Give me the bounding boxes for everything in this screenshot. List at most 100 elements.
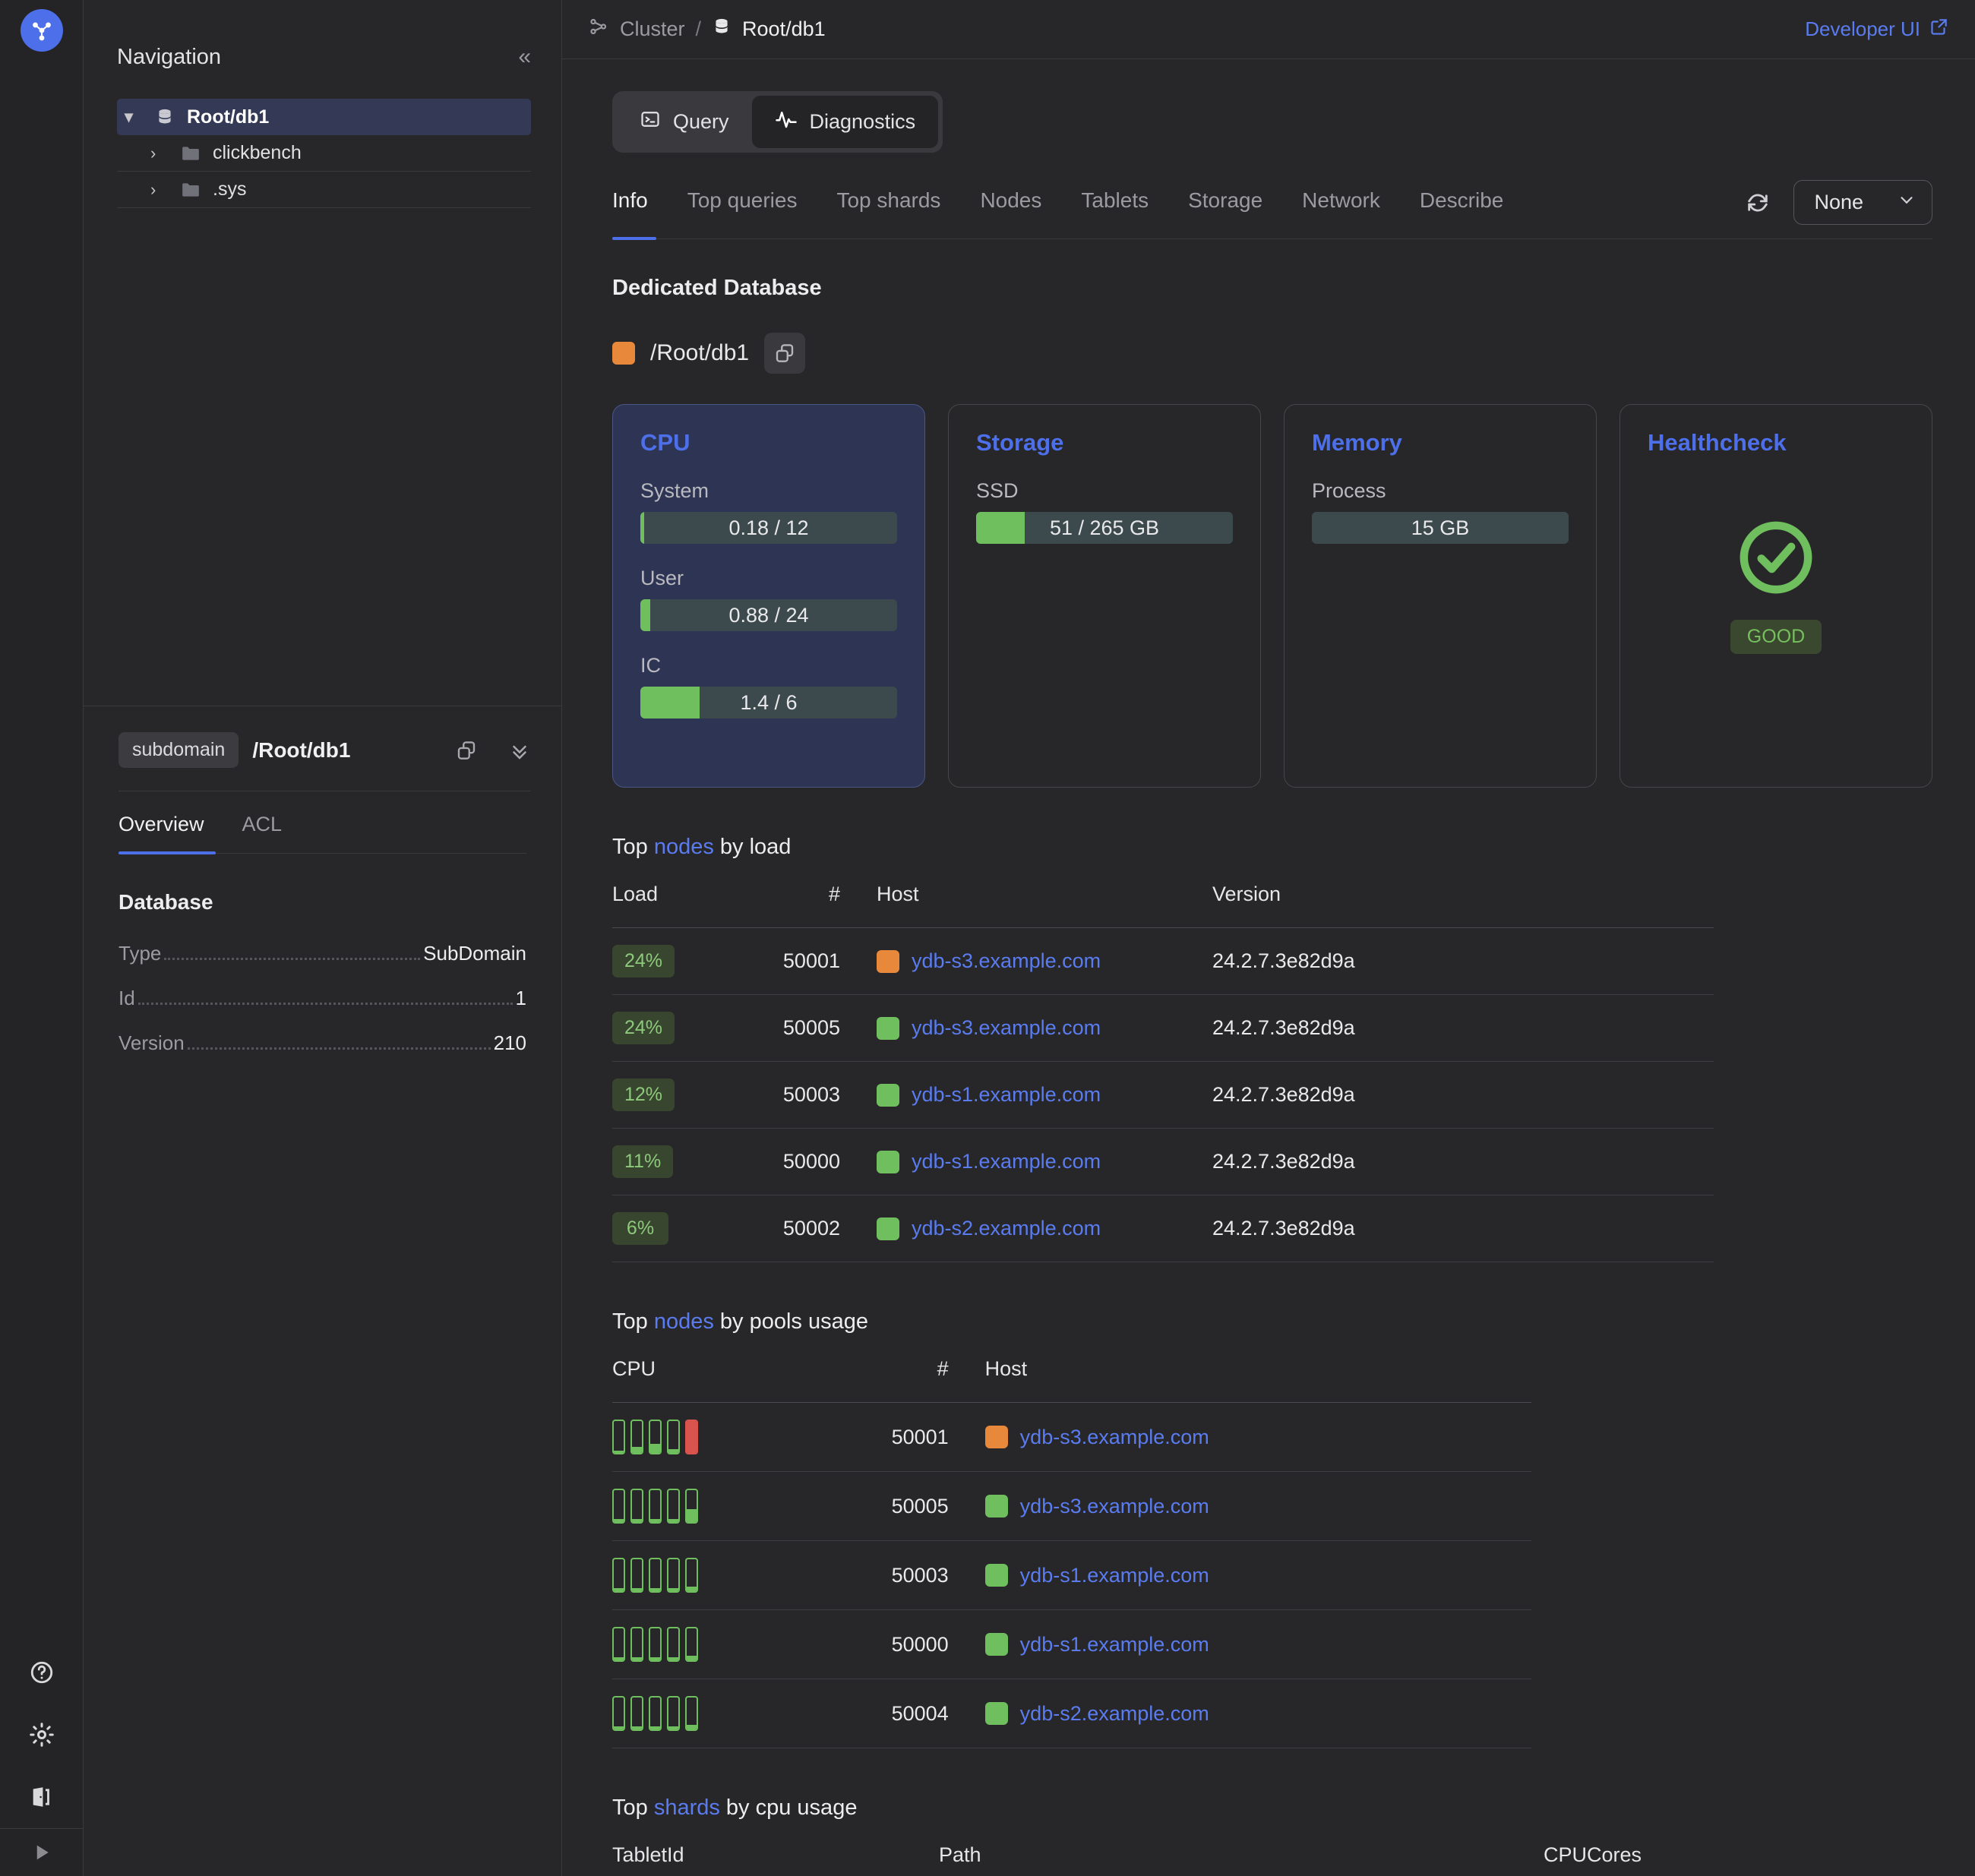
cell-version: 24.2.7.3e82d9a [1212,927,1714,995]
host-link[interactable]: ydb-s3.example.com [1019,1425,1209,1448]
col-host[interactable]: Host [840,883,1212,928]
breadcrumb-current[interactable]: Root/db1 [742,17,826,40]
title-post: by load [713,835,792,859]
metric-bar-system: 0.18 / 12 [640,512,897,544]
tree-item-clickbench[interactable]: › clickbench [117,135,531,172]
mode-query[interactable]: Query [617,96,752,148]
status-square-icon [984,1495,1008,1518]
shards-by-cpu-title: Top shards by cpu usage [612,1795,1932,1821]
host-link[interactable]: ydb-s2.example.com [912,1217,1101,1240]
nodes-link[interactable]: nodes [653,1309,714,1334]
col-host[interactable]: Host [948,1357,1531,1403]
tab-top-shards[interactable]: Top shards [836,188,941,212]
host-link[interactable]: ydb-s3.example.com [912,949,1101,972]
tab-top-queries[interactable]: Top queries [687,188,798,212]
cell-version: 24.2.7.3e82d9a [1212,1061,1714,1129]
mode-diagnostics[interactable]: Diagnostics [751,96,939,148]
col-number[interactable]: # [757,883,840,928]
host-link[interactable]: ydb-s3.example.com [912,1016,1101,1039]
chevron-down-icon[interactable]: ▾ [125,107,134,126]
table-row[interactable]: 12% 50003 ydb-s1.example.com 24.2.7.3e82… [612,1061,1714,1129]
table-row[interactable]: 50005 ydb-s3.example.com [612,1471,1531,1541]
host-link[interactable]: ydb-s3.example.com [1019,1494,1209,1518]
logout-icon[interactable] [0,1766,83,1828]
nodes-link[interactable]: nodes [653,835,714,859]
sidebar: Navigation « ▾ Root/db1 › [84,0,562,1876]
cell-host: ydb-s1.example.com [840,1061,1212,1129]
leader-dots [137,1003,513,1005]
tab-describe[interactable]: Describe [1419,188,1504,212]
table-row[interactable]: 50003 ydb-s1.example.com [612,1540,1531,1610]
table-row[interactable]: 50004 ydb-s2.example.com [612,1679,1531,1748]
chevron-right-icon[interactable]: › [150,143,156,163]
metric-label: IC [640,654,661,677]
host-link[interactable]: ydb-s1.example.com [1019,1632,1209,1656]
tree-item-root-db1[interactable]: ▾ Root/db1 [117,99,531,135]
tab-overview[interactable]: Overview [118,813,204,835]
status-square-icon [984,1564,1008,1587]
status-badge: GOOD [1730,620,1822,654]
tab-storage[interactable]: Storage [1188,188,1263,212]
status-square-icon [877,1217,899,1240]
metric-bar-fill [640,687,700,719]
host-link[interactable]: ydb-s1.example.com [912,1083,1101,1106]
autorefresh-select[interactable]: None [1793,180,1932,225]
subdomain-panel: subdomain /Root/db1 [84,706,561,791]
tab-tablets[interactable]: Tablets [1081,188,1149,212]
col-path[interactable]: Path [939,1843,1266,1876]
nodes-by-pools-table: CPU # Host 50001 ydb-s3.example.com 5000… [612,1357,1531,1748]
table-row[interactable]: 24% 50005 ydb-s3.example.com 24.2.7.3e82… [612,994,1714,1062]
cell-host: ydb-s1.example.com [948,1540,1531,1610]
table-row[interactable]: 50001 ydb-s3.example.com [612,1402,1531,1472]
host-link[interactable]: ydb-s2.example.com [1019,1701,1209,1725]
top-bar: Cluster / Root/db1 Developer UI [562,0,1975,59]
tab-network[interactable]: Network [1302,188,1380,212]
refresh-icon[interactable] [1745,190,1771,216]
col-version[interactable]: Version [1212,883,1714,928]
external-link-icon [1929,17,1949,42]
field-value: 210 [493,1031,526,1054]
cell-host: ydb-s1.example.com [840,1128,1212,1195]
metric-bar-text: 15 GB [1411,516,1470,539]
cell-node-id: 50005 [825,1471,949,1541]
play-icon[interactable] [0,1829,83,1876]
cluster-logo[interactable] [20,9,63,52]
col-tablet-id[interactable]: TabletId [612,1843,939,1876]
copy-icon[interactable] [764,333,806,374]
breadcrumb-cluster[interactable]: Cluster [620,17,685,40]
col-number[interactable]: # [825,1357,949,1403]
cell-node-id: 50000 [825,1609,949,1679]
cell-node-id: 50003 [825,1540,949,1610]
host-link[interactable]: ydb-s1.example.com [1019,1563,1209,1587]
mode-query-label: Query [673,110,729,133]
load-badge: 6% [612,1212,668,1245]
help-icon[interactable] [0,1641,83,1704]
tab-nodes[interactable]: Nodes [980,188,1042,212]
chevron-right-icon[interactable]: › [150,179,156,199]
tab-info[interactable]: Info [612,188,648,212]
card-storage: Storage SSD 51 / 265 GB [948,404,1261,788]
developer-ui-link[interactable]: Developer UI [1805,17,1949,42]
col-load[interactable]: Load [612,883,757,928]
title-pre: Top [612,1309,654,1334]
collapse-sidebar-button[interactable]: « [518,44,531,69]
table-row[interactable]: 11% 50000 ydb-s1.example.com 24.2.7.3e82… [612,1128,1714,1195]
developer-ui-label: Developer UI [1805,17,1920,40]
copy-icon[interactable] [455,739,478,762]
tree-item-sys[interactable]: › .sys [117,172,531,208]
table-row[interactable]: 6% 50002 ydb-s2.example.com 24.2.7.3e82d… [612,1195,1714,1262]
table-header-row: Load # Host Version [612,883,1714,928]
gear-icon[interactable] [0,1704,83,1766]
tab-acl[interactable]: ACL [242,813,283,835]
sidebar-tabs-rule [118,851,526,854]
shards-link[interactable]: shards [653,1795,720,1820]
host-link[interactable]: ydb-s1.example.com [912,1150,1101,1173]
col-cpu[interactable]: CPU [612,1357,826,1403]
cell-load: 12% [612,1061,757,1129]
table-row[interactable]: 24% 50001 ydb-s3.example.com 24.2.7.3e82… [612,927,1714,995]
col-cpu-cores[interactable]: CPUCores [1266,1843,1642,1876]
cell-node-id: 50001 [825,1402,949,1472]
chevrons-down-icon[interactable] [508,739,531,762]
pool-bars [612,1420,825,1454]
table-row[interactable]: 50000 ydb-s1.example.com [612,1609,1531,1679]
